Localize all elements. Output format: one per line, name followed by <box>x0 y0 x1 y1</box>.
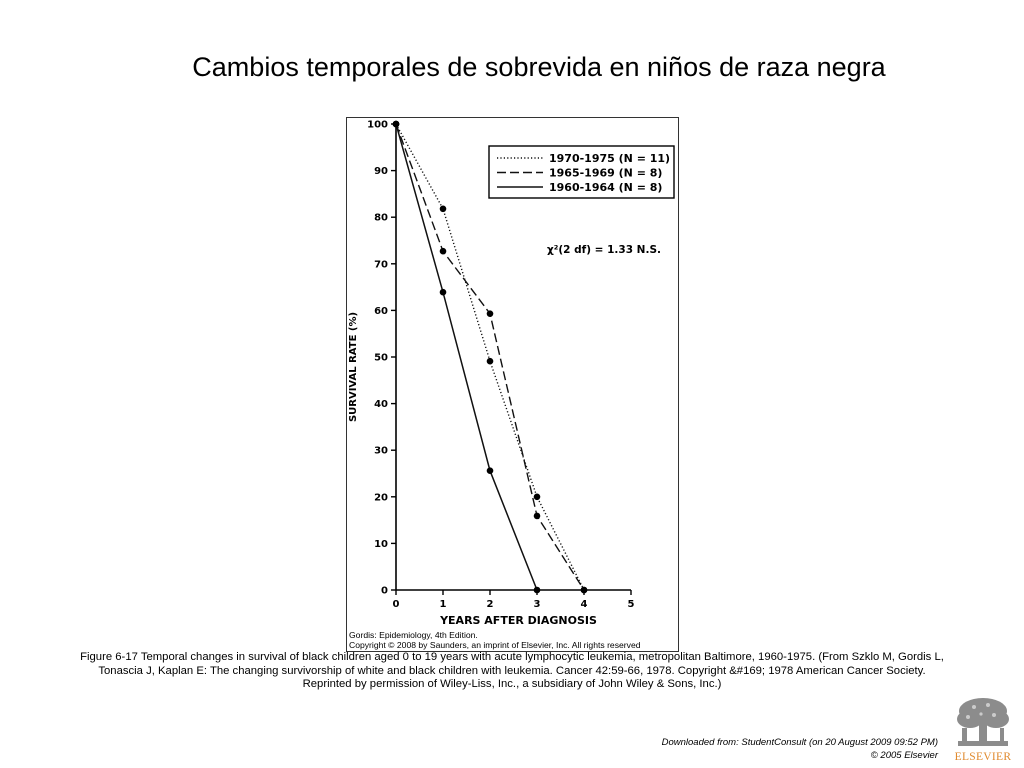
x-axis-label: YEARS AFTER DIAGNOSIS <box>439 614 597 627</box>
elsevier-logo-text: ELSEVIER <box>954 751 1012 763</box>
y-tick-label: 80 <box>374 213 388 224</box>
x-tick-label: 2 <box>487 599 494 610</box>
y-tick-label: 10 <box>374 539 388 550</box>
slide-title: Cambios temporales de sobrevida en niños… <box>192 52 886 82</box>
chi-square-annotation: χ²(2 df) = 1.33 N.S. <box>547 244 661 256</box>
data-point-series-2 <box>439 247 447 255</box>
y-tick-label: 90 <box>374 166 388 177</box>
figure-credit-line-2: Copyright © 2008 by Saunders, an imprint… <box>349 640 641 650</box>
legend-label-1: 1970-1975 (N = 11) <box>549 152 670 165</box>
y-tick-label: 40 <box>374 399 388 410</box>
downloaded-note: Downloaded from: StudentConsult (on 20 A… <box>661 737 938 748</box>
elsevier-tree-icon <box>950 695 1016 751</box>
y-tick-label: 0 <box>381 586 388 597</box>
data-point-series-3 <box>486 467 494 475</box>
elsevier-logo: ELSEVIER <box>950 695 1016 763</box>
survival-chart: 0 10 20 30 40 50 60 70 80 90 100 0 1 2 3 4 5 YEARS AFTER … <box>348 120 675 627</box>
legend-label-2: 1965-1969 (N = 8) <box>549 167 662 180</box>
y-tick-label: 70 <box>374 259 388 270</box>
x-tick-label: 5 <box>628 599 635 610</box>
series-line-3 <box>395 123 538 591</box>
x-tick-label: 1 <box>440 599 447 610</box>
y-tick-label: 30 <box>374 446 388 457</box>
figure-panel: 0 10 20 30 40 50 60 70 80 90 100 0 1 2 3 4 5 YEARS AFTER … <box>346 117 679 652</box>
series-line-1 <box>395 123 585 591</box>
data-point-series-1 <box>486 357 494 365</box>
elsevier-copyright: © 2005 Elsevier <box>870 750 938 761</box>
data-point-series-2 <box>533 512 541 520</box>
legend-box <box>488 145 675 199</box>
figure-caption: Figure 6-17 Temporal changes in survival… <box>80 651 944 690</box>
data-point-series-3 <box>439 288 447 296</box>
y-tick-label: 20 <box>374 492 388 503</box>
y-tick-label: 100 <box>367 120 388 131</box>
x-tick-label: 4 <box>581 599 588 610</box>
data-point-series-2 <box>580 586 588 594</box>
y-axis-label: SURVIVAL RATE (%) <box>348 312 359 422</box>
figure-credit-line-1: Gordis: Epidemiology, 4th Edition. <box>349 630 478 640</box>
x-tick-label: 3 <box>534 599 541 610</box>
y-tick-label: 60 <box>374 306 388 317</box>
data-point-series-1 <box>439 205 447 213</box>
download-info: Downloaded from: StudentConsult (on 20 A… <box>662 736 938 762</box>
y-tick-label: 50 <box>374 353 388 364</box>
data-point-series-3 <box>392 120 400 128</box>
data-point-series-2 <box>486 310 494 317</box>
x-tick-label: 0 <box>393 599 400 610</box>
data-point-series-1 <box>533 493 541 501</box>
legend-label-3: 1960-1964 (N = 8) <box>549 181 662 194</box>
data-point-series-3 <box>533 586 541 594</box>
